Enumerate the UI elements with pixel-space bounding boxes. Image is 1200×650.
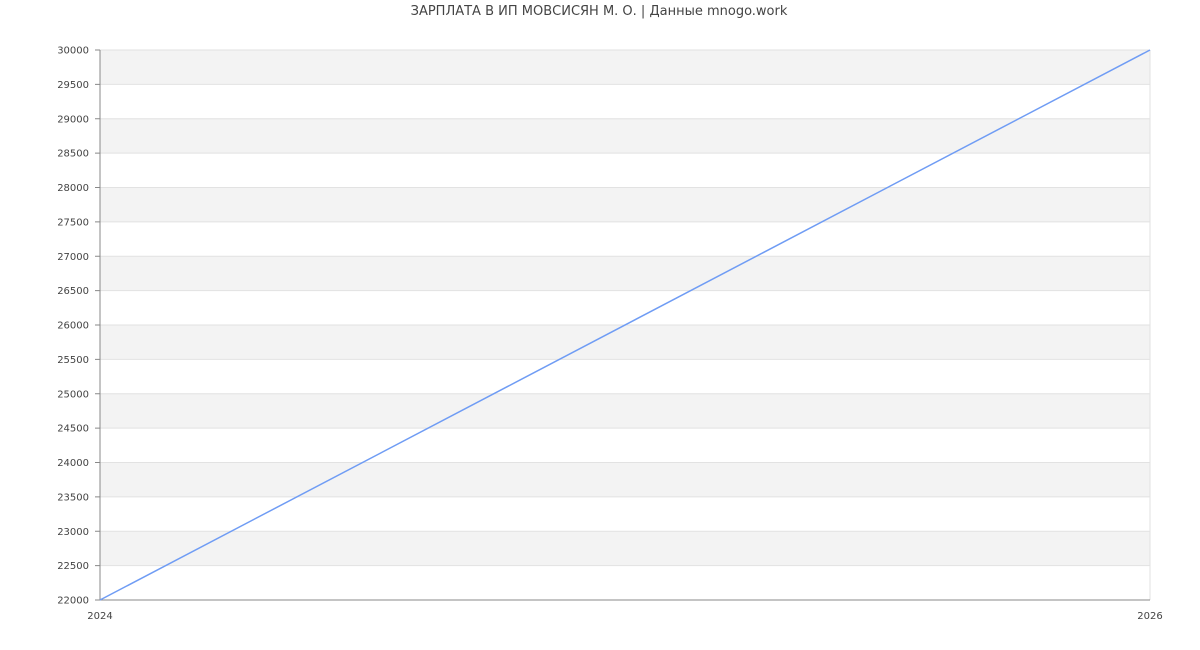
y-tick-label: 27000	[57, 252, 89, 263]
chart-title: ЗАРПЛАТА В ИП МОВСИСЯН М. О. | Данные mn…	[410, 4, 788, 19]
x-tick-label: 2026	[1137, 611, 1162, 622]
y-tick-label: 29500	[57, 80, 89, 91]
grid-band	[100, 118, 1150, 154]
y-tick-label: 26000	[57, 321, 89, 332]
grid-band	[100, 290, 1150, 325]
y-tick-label: 27500	[57, 217, 89, 228]
grid-band	[100, 187, 1150, 222]
grid-band	[100, 325, 1150, 360]
grid-band	[100, 531, 1150, 566]
y-tick-label: 26500	[57, 286, 89, 297]
series-line	[99, 49, 1151, 601]
grid-band	[100, 256, 1150, 291]
grid-band	[100, 462, 1150, 497]
y-tick-label: 24500	[57, 424, 89, 435]
grid-band	[100, 221, 1150, 257]
y-tick-label: 29000	[57, 114, 89, 125]
y-tick-label: 25500	[57, 355, 89, 366]
grid-band	[100, 496, 1150, 532]
grid-band	[100, 50, 1150, 85]
grid-band	[100, 428, 1150, 463]
y-tick-label: 22500	[57, 561, 89, 572]
grid-band	[100, 393, 1150, 429]
y-tick-label: 24000	[57, 458, 89, 469]
y-tick-label: 22000	[57, 596, 89, 607]
grid-band	[100, 84, 1150, 119]
grid-band	[100, 359, 1150, 394]
y-tick-label: 23500	[57, 492, 89, 503]
x-tick-label: 2024	[87, 611, 112, 622]
y-tick-label: 28500	[57, 149, 89, 160]
y-tick-label: 23000	[57, 527, 89, 538]
y-tick-label: 30000	[57, 46, 89, 57]
grid-band	[100, 153, 1150, 188]
y-tick-label: 28000	[57, 183, 89, 194]
grid-band	[100, 565, 1150, 600]
y-tick-label: 25000	[57, 389, 89, 400]
